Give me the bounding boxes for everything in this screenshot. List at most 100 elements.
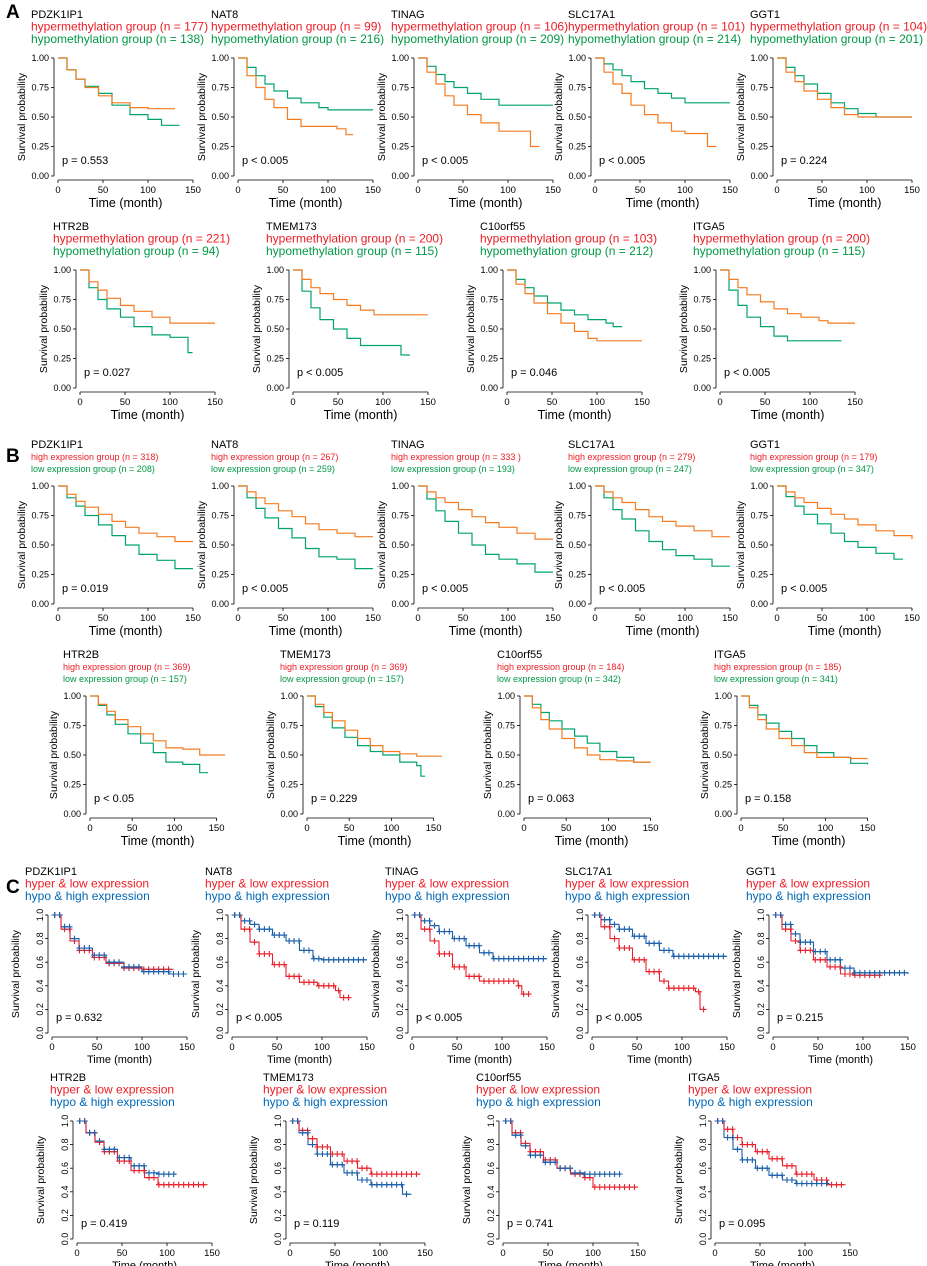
x-tick-label: 100	[859, 613, 875, 624]
y-tick-label: 0.0	[698, 1233, 708, 1246]
legend-group-2: hypomethylation group (n = 201)	[750, 32, 923, 46]
survival-curve-group-2	[232, 914, 367, 961]
x-tick-label: 50	[817, 613, 828, 624]
x-axis-label: Time (month)	[112, 1260, 177, 1266]
y-tick-label: 1.0	[60, 1115, 70, 1128]
legend-group-1: hypermethylation group (n = 101)	[568, 20, 745, 34]
x-tick-label: 150	[630, 1248, 646, 1259]
legend-group-2: hypomethylation group (n = 115)	[693, 244, 865, 258]
censor-mark-group-2	[537, 1152, 544, 1159]
x-tick-label: 0	[55, 185, 60, 196]
y-tick-label: 0.00	[568, 171, 586, 181]
survival-curve-group-1	[58, 485, 193, 543]
y-tick-label: 0.25	[497, 780, 515, 790]
y-tick-label: 0.0	[215, 1027, 225, 1040]
gene-title: GGT1	[750, 9, 780, 21]
gene-title: SLC17A1	[568, 439, 615, 451]
censor-mark-group-2	[431, 922, 438, 929]
legend-group-2: low expression group (n = 157)	[63, 674, 187, 684]
y-tick-label: 0.75	[211, 511, 229, 521]
x-tick-label: 0	[49, 1042, 54, 1053]
y-tick-label: 0.00	[480, 383, 498, 393]
x-tick-label: 100	[859, 185, 875, 196]
x-tick-label: 50	[452, 1042, 463, 1053]
censor-mark-group-2	[165, 968, 172, 975]
censor-mark-group-2	[324, 1151, 331, 1158]
survival-curve-group-1	[418, 485, 553, 540]
censor-mark-group-1	[335, 987, 342, 994]
censor-mark-group-1	[461, 963, 468, 970]
censor-mark-group-2	[641, 933, 648, 940]
censor-mark-group-2	[611, 921, 618, 928]
censor-mark-group-1	[837, 963, 844, 970]
y-tick-label: 0.6	[395, 956, 405, 969]
censor-mark-group-2	[309, 1141, 316, 1148]
x-axis-label: Time (month)	[555, 834, 629, 848]
x-tick-label: 50	[813, 1042, 824, 1053]
censor-mark-group-2	[507, 1118, 514, 1124]
x-tick-label: 50	[120, 397, 131, 408]
y-axis-label: Survival probability	[678, 284, 690, 373]
survival-curve-group-1	[507, 269, 642, 342]
x-tick-label: 0	[415, 185, 420, 196]
censor-mark-group-1	[339, 1151, 346, 1158]
survival-curve-group-2	[307, 695, 426, 777]
y-tick-label: 0.6	[756, 956, 766, 969]
legend-group-1: hyper & low expression	[688, 1083, 812, 1097]
p-value: p = 0.419	[81, 1218, 127, 1230]
legend-group-2: low expression group (n = 259)	[211, 464, 335, 474]
y-tick-label: 0.25	[391, 142, 409, 152]
y-tick-label: 0.4	[60, 1186, 70, 1199]
censor-mark-group-2	[485, 949, 492, 956]
censor-mark-group-1	[266, 950, 273, 957]
censor-mark-group-1	[690, 985, 697, 992]
p-value: p < 0.05	[94, 793, 134, 805]
survival-curve-group-1	[293, 269, 428, 316]
y-axis-label: Survival probability	[35, 1135, 47, 1224]
censor-mark-group-2	[91, 1129, 98, 1136]
y-tick-label: 1.0	[395, 909, 405, 922]
gene-title: C10orf55	[476, 1072, 521, 1084]
gene-title: PDZK1IP1	[31, 439, 83, 451]
y-tick-label: 0.6	[60, 1162, 70, 1175]
censor-mark-group-2	[403, 1191, 410, 1198]
legend-group-1: hypermethylation group (n = 99)	[211, 20, 381, 34]
censor-mark-group-1	[729, 1126, 736, 1133]
y-tick-label: 0.00	[750, 599, 768, 609]
legend-group-1: high expression group (n = 369)	[63, 662, 190, 672]
y-tick-label: 0.8	[395, 932, 405, 945]
x-tick-label: 150	[359, 1042, 375, 1053]
censor-mark-group-2	[135, 963, 142, 970]
p-value: p = 0.215	[777, 1012, 823, 1024]
censor-mark-group-2	[626, 926, 633, 933]
x-tick-label: 150	[207, 397, 223, 408]
gene-title: HTR2B	[63, 649, 99, 661]
x-axis-label: Time (month)	[627, 1054, 692, 1066]
censor-mark-group-2	[71, 935, 78, 942]
y-tick-label: 0.6	[273, 1162, 283, 1175]
censor-mark-group-2	[426, 917, 433, 924]
censor-mark-group-1	[281, 961, 288, 968]
legend-group-1: hypermethylation group (n = 177)	[31, 20, 208, 34]
y-tick-label: 0.0	[395, 1027, 405, 1040]
x-tick-label: 0	[738, 823, 743, 834]
y-tick-label: 0.2	[60, 1209, 70, 1222]
survival-curve-group-2	[293, 269, 410, 356]
censor-mark-group-1	[426, 926, 433, 933]
y-tick-label: 1.00	[31, 481, 49, 491]
y-tick-label: 0.50	[31, 112, 49, 122]
x-tick-label: 150	[426, 823, 442, 834]
y-tick-label: 1.0	[756, 909, 766, 922]
censor-mark-group-2	[446, 928, 453, 935]
x-tick-label: 100	[797, 1248, 813, 1259]
p-value: p < 0.005	[242, 155, 288, 167]
y-tick-label: 1.00	[63, 691, 81, 701]
y-tick-label: 0.8	[486, 1138, 496, 1151]
